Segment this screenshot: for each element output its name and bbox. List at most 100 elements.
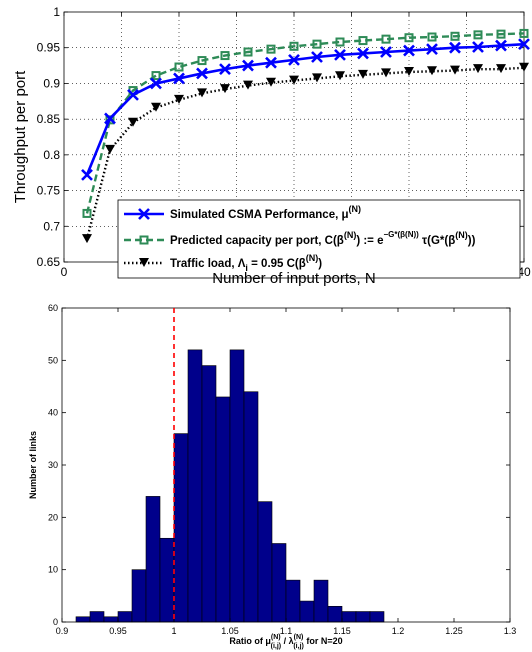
- axis-ticks: 0.9 0.95 1 1.05 1.1 1.15 1.2 1.25 1.3 0 10 20 30 40 50…: [48, 303, 516, 636]
- histogram-bar: [257, 501, 273, 623]
- histogram-bar: [271, 543, 287, 623]
- histogram-bar: [117, 611, 133, 623]
- histogram-bar: [201, 365, 217, 623]
- data-point-marker: [496, 64, 506, 74]
- histogram-bar: [299, 600, 315, 623]
- legend-label: Traffic load, Λi = 0.95 C(β(N)): [170, 253, 322, 273]
- data-point-marker: [357, 47, 369, 60]
- data-point-marker: [151, 71, 161, 81]
- histogram-bar: [215, 396, 231, 623]
- data-point-marker: [450, 31, 460, 41]
- series-line: [85, 42, 525, 176]
- series-0: [81, 38, 530, 181]
- data-point-marker: [139, 235, 149, 245]
- data-point-marker: [288, 53, 300, 66]
- data-point-marker: [265, 56, 277, 69]
- y-tick-label: 60: [48, 303, 58, 313]
- data-point-marker: [381, 34, 391, 44]
- y-axis-label: Throughput per port: [12, 70, 29, 203]
- data-point-marker: [335, 37, 345, 47]
- data-point-marker: [518, 38, 530, 51]
- data-point-marker: [472, 41, 484, 53]
- data-point-marker: [519, 62, 529, 72]
- data-point-marker: [358, 36, 368, 46]
- data-point-marker: [266, 44, 276, 54]
- y-tick-label: 0.8: [43, 148, 60, 162]
- x-tick-label: 0.95: [109, 626, 127, 636]
- y-tick-label: 0.7: [43, 219, 60, 233]
- data-point-marker: [426, 43, 438, 56]
- x-axis-label: Number of input ports, N: [212, 270, 375, 287]
- data-point-marker: [427, 66, 437, 76]
- data-point-marker: [82, 208, 92, 218]
- data-point-marker: [243, 47, 253, 57]
- data-point-marker: [289, 75, 299, 85]
- data-point-marker: [104, 112, 116, 125]
- data-point-marker: [450, 65, 460, 75]
- x-axis-label: Ratio of μ(N) (i,j) / λ(N) (i,j) for N=20: [229, 634, 342, 650]
- data-point-marker: [105, 144, 115, 154]
- data-point-marker: [220, 84, 230, 94]
- x-tick-label: 40: [517, 265, 531, 279]
- legend-label: Simulated CSMA Performance, μ(N): [170, 204, 361, 221]
- x-tick-label: 1.05: [221, 626, 239, 636]
- data-point-marker: [219, 63, 231, 76]
- legend-box: [117, 199, 521, 279]
- data-point-marker: [243, 80, 253, 90]
- series-2: [82, 62, 529, 244]
- y-tick-label: 10: [48, 565, 58, 575]
- x-tick-label: 1: [171, 626, 176, 636]
- data-point-marker: [151, 102, 161, 112]
- histogram-bar: [187, 349, 203, 623]
- histogram-bar: [355, 611, 371, 623]
- series-1: [82, 28, 529, 218]
- data-point-marker: [473, 64, 483, 74]
- data-point-marker: [473, 30, 483, 40]
- data-point-marker: [81, 168, 93, 181]
- histogram-bar: [173, 433, 189, 623]
- series-line: [85, 32, 525, 214]
- data-point-marker: [150, 77, 162, 90]
- histogram-bar: [103, 616, 119, 623]
- histogram-bar: [75, 616, 91, 623]
- x-tick-label: 0.9: [56, 626, 69, 636]
- histogram-bar: [341, 611, 357, 623]
- y-tick-label: 0.95: [37, 41, 61, 55]
- data-point-marker: [427, 32, 437, 42]
- data-point-marker: [105, 115, 115, 125]
- data-point-marker: [404, 33, 414, 43]
- data-point-marker: [449, 41, 461, 54]
- data-point-marker: [495, 39, 507, 52]
- y-tick-label: 0.85: [37, 112, 61, 126]
- data-point-marker: [173, 72, 185, 85]
- histogram-bars: [75, 349, 385, 623]
- histogram-bar: [89, 611, 105, 623]
- histogram-bar: [327, 605, 343, 623]
- x-tick-label: 1.15: [333, 626, 351, 636]
- y-tick-label: 20: [48, 512, 58, 522]
- y-tick-label: 0.65: [37, 255, 61, 269]
- y-tick-label: 0: [53, 617, 58, 627]
- data-point-marker: [403, 44, 415, 57]
- data-point-marker: [220, 51, 230, 61]
- y-tick-label: 0.75: [37, 184, 61, 198]
- data-point-marker: [138, 208, 150, 220]
- data-point-marker: [404, 67, 414, 76]
- data-point-marker: [197, 88, 207, 98]
- data-point-marker: [139, 258, 149, 267]
- data-point-marker: [381, 68, 391, 78]
- data-point-marker: [496, 29, 506, 39]
- data-point-marker: [312, 39, 322, 49]
- data-point-marker: [128, 117, 138, 127]
- data-point-marker: [519, 28, 529, 38]
- data-point-marker: [174, 94, 184, 104]
- data-point-marker: [196, 67, 208, 80]
- series-group: [81, 28, 530, 244]
- data-point-marker: [197, 56, 207, 66]
- legend-label: Predicted capacity per port, C(β(N)) := …: [170, 230, 476, 247]
- data-point-marker: [242, 59, 254, 72]
- y-axis-label: Number of links: [28, 431, 38, 499]
- histogram-bar: [243, 391, 259, 623]
- data-point-marker: [312, 73, 322, 83]
- data-point-marker: [127, 88, 139, 101]
